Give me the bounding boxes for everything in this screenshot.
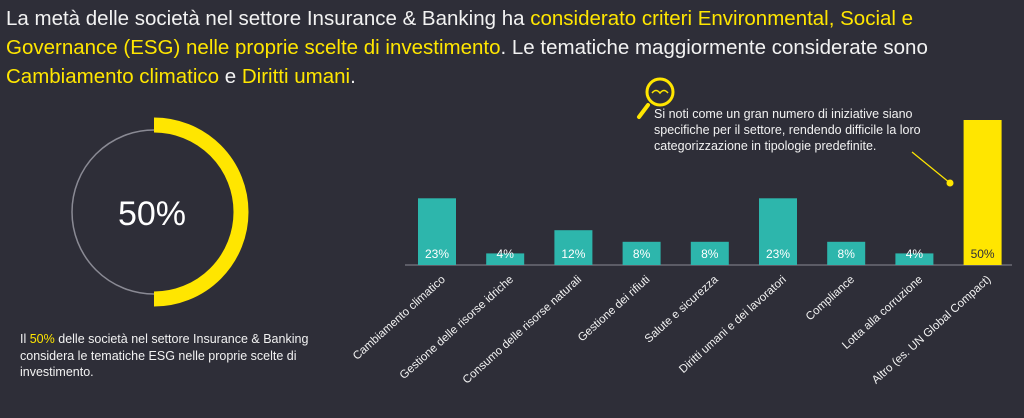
bar-value-label-6: 8%: [838, 247, 856, 261]
caption-text-2: delle società nel settore Insurance & Ba…: [20, 332, 309, 379]
bar-6: [827, 241, 866, 265]
donut-value-label: 50%: [117, 195, 187, 233]
callout-note: Si noti come un gran numero di iniziativ…: [654, 107, 921, 153]
bar-value-label-4: 8%: [701, 247, 719, 261]
bar-5: [759, 198, 797, 265]
headline-text-3: e: [219, 65, 242, 88]
callout-line: [911, 151, 951, 184]
magnifier-icon: [637, 77, 675, 119]
donut-svg: [71, 117, 249, 307]
headline-highlight-rights: Diritti umani: [241, 65, 351, 88]
bar-value-label-2: 12%: [561, 247, 585, 261]
category-label-2: Consumo delle risorse naturali: [461, 274, 584, 387]
bar-7: [895, 253, 934, 265]
headline: La metà delle società nel settore Insura…: [6, 4, 1006, 91]
bar-3: [622, 241, 661, 265]
category-label-5: Diritti umani e dei lavoratori: [677, 274, 789, 376]
bar-2: [554, 230, 593, 265]
headline-highlight-esg: considerato criteri Environmental, Socia…: [6, 7, 914, 59]
bar-value-label-5: 23%: [766, 247, 790, 261]
headline-text-2: . Le tematiche maggiormente considerate …: [500, 36, 928, 59]
category-label-3: Gestione dei rifiuti: [576, 274, 652, 345]
bar-value-label-7: 4%: [906, 247, 924, 261]
caption-text-1: Il: [20, 332, 30, 346]
headline-text-4: .: [350, 65, 356, 88]
bar-value-label-8: 50%: [971, 247, 995, 261]
category-label-6: Compliance: [804, 274, 857, 324]
donut-arc: [153, 117, 249, 307]
headline-highlight-climate: Cambiamento climatico: [6, 65, 220, 88]
bar-8: [963, 120, 1002, 265]
donut-caption: Il 50% delle società nel settore Insuran…: [20, 331, 320, 381]
bar-value-label-0: 23%: [425, 247, 449, 261]
bar-value-label-1: 4%: [497, 247, 515, 261]
callout-dot: [946, 179, 954, 187]
donut-chart: 50%: [0, 0, 300, 413]
category-label-1: Gestione delle risorse idriche: [398, 274, 516, 382]
headline-text-1: La metà delle società nel settore Insura…: [6, 7, 531, 30]
bar-0: [418, 198, 456, 265]
bar-1: [486, 253, 525, 265]
bar-value-label-3: 8%: [633, 247, 651, 261]
category-label-4: Salute e sicurezza: [643, 273, 721, 345]
bar-4: [690, 241, 729, 265]
category-label-8: Altro (es. UN Global Compact): [870, 274, 994, 387]
caption-highlight: 50%: [29, 332, 55, 346]
